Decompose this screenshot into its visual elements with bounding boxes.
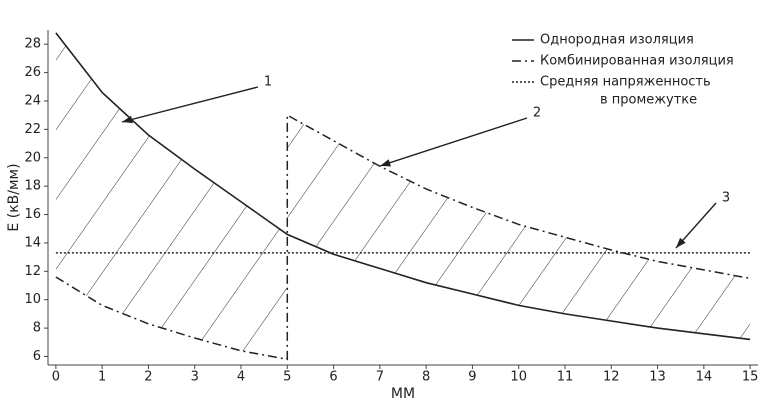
hatch-area	[55, 32, 751, 360]
x-tick-label: 15	[742, 370, 759, 385]
x-tick-label: 1	[98, 370, 106, 385]
y-tick-label: 10	[24, 292, 41, 307]
x-tick-label: 3	[191, 370, 199, 385]
x-axis-label: ММ	[391, 386, 415, 402]
legend-label: Комбинированная изоляция	[540, 54, 734, 69]
x-tick-label: 5	[283, 370, 291, 385]
y-tick-label: 20	[24, 150, 41, 165]
x-tick-label: 14	[696, 370, 713, 385]
legend-label: Средняя напряженность	[540, 75, 711, 90]
y-tick-label: 14	[24, 235, 41, 250]
x-tick-label: 2	[144, 370, 152, 385]
y-tick-label: 24	[24, 93, 41, 108]
x-tick-label: 6	[329, 370, 337, 385]
y-tick-label: 12	[24, 264, 41, 279]
x-tick-label: 4	[237, 370, 245, 385]
x-tick-label: 12	[603, 370, 620, 385]
annotation-arrow	[379, 117, 528, 167]
y-tick-label: 26	[24, 65, 41, 80]
arrow-head	[122, 115, 133, 124]
annotation: 3	[722, 191, 730, 206]
series-line	[55, 113, 751, 361]
x-tick-label: 9	[468, 370, 476, 385]
y-tick-label: 22	[24, 122, 41, 137]
legend-label: Однородная изоляция	[540, 33, 694, 48]
x-tick-label: 8	[422, 370, 430, 385]
legend-label: в промежутке	[600, 93, 697, 108]
annotation: 2	[533, 106, 541, 121]
x-tick-label: 11	[557, 370, 574, 385]
x-tick-label: 13	[649, 370, 666, 385]
arrow-head	[676, 237, 686, 248]
x-tick-label: 10	[510, 370, 527, 385]
y-tick-label: 28	[24, 37, 41, 52]
x-tick-label: 7	[376, 370, 384, 385]
y-tick-label: 8	[33, 321, 41, 336]
y-tick-label: 16	[24, 207, 41, 222]
annotation: 1	[264, 75, 272, 90]
y-tick-label: 6	[33, 349, 41, 364]
series-line	[55, 32, 751, 341]
annotation-arrow	[121, 86, 259, 123]
y-tick-label: 18	[24, 179, 41, 194]
y-axis-label: E (кВ/мм)	[6, 163, 22, 231]
x-tick-label: 0	[52, 370, 60, 385]
arrow-head	[380, 159, 391, 167]
